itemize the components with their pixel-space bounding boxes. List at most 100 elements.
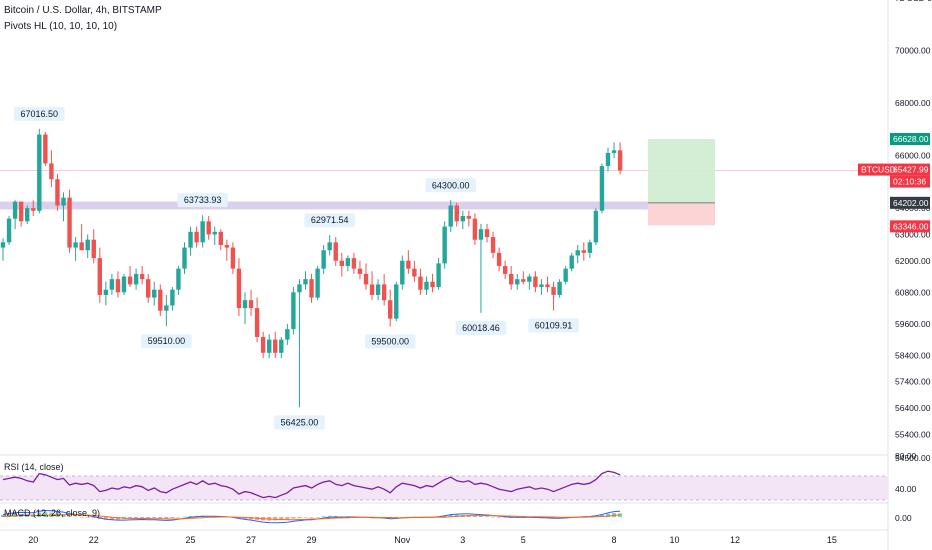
indicator-legend[interactable]: Pivots HL (10, 10, 10, 10) [4,21,118,32]
candle-body [381,284,387,301]
countdown-tag-bg [890,175,930,188]
pivot-label: 67016.50 [21,109,59,119]
macd-hist-bar [158,517,163,519]
candle-body [25,208,30,222]
x-tick-label: 3 [460,535,465,545]
y-tick-label: 62000.00 [895,256,931,266]
x-tick-label: Nov [394,535,411,545]
macd-hist-bar [497,517,502,518]
candle-body [375,284,381,295]
candle-body [490,237,496,253]
candle-body [0,242,6,248]
candle-body [509,273,514,285]
candle-body [581,250,586,253]
macd-legend[interactable]: MACD (12, 26, close, 9) [4,508,101,518]
candle-body [212,231,217,235]
candle-body [551,287,556,295]
macd-hist-bar [279,517,284,521]
pivot-label-box [14,106,65,121]
candle-body [12,201,18,219]
macd-hist-bar [448,514,453,517]
macd-hist-bar [109,517,114,520]
candle-body [617,150,623,171]
candle-body [164,305,169,311]
candle-body [406,260,411,269]
candle-body [297,284,302,293]
candle-body [303,279,308,285]
y-tick-label: 58400.00 [895,350,931,360]
candle-body [599,166,605,211]
macd-hist-bar [134,517,139,519]
target-price-tag: 66628.00 [893,134,929,144]
candle-body [345,258,351,267]
symbol-legend[interactable]: Bitcoin / U.S. Dollar, 4h, BITSTAMP [4,5,162,16]
candle-body [127,276,133,285]
candle-body [557,281,562,295]
candle-body [18,201,24,222]
macd-hist-bar [285,517,290,520]
candle-body [55,179,60,206]
macd-hist-bar [91,517,96,519]
candle-body [351,258,357,269]
macd-hist-bar [315,517,320,518]
candle-body [430,281,435,288]
macd-hist-bar [73,516,78,518]
macd-hist-bar [321,516,326,517]
macd-hist-bar [333,515,338,517]
pivot-label: 63733.93 [184,195,222,205]
candle-body [484,229,490,238]
candle-body [369,284,375,295]
macd-hist-bar [146,517,151,519]
rsi-legend[interactable]: RSI (14, close) [4,462,64,472]
candle-body [533,276,538,288]
macd-hist-bar [182,516,187,518]
candle-body [496,252,502,267]
y-tick-label: 63000.00 [895,229,931,239]
macd-hist-bar [13,513,18,517]
candle-body [563,268,568,282]
pivot-label: 59500.00 [371,337,409,347]
macd-hist-bar [188,515,193,517]
macd-hist-bar [303,517,308,518]
candle-body [37,134,42,211]
candle-body [267,339,272,353]
candle-body [139,273,145,280]
candle-body [472,218,478,240]
candle-body [454,205,459,222]
candle-body [545,284,550,288]
macd-hist-bar [606,513,610,517]
y-tick-label: 56400.00 [895,403,931,413]
candle-body [115,279,121,293]
candle-body [339,260,344,267]
candle-body [85,239,90,251]
candle-body [109,279,115,290]
macd-hist-bar [551,517,556,519]
x-tick-label: 22 [89,535,99,545]
candle-body [67,197,72,248]
pivot-label-box [141,334,192,349]
macd-hist-bar [55,513,60,517]
x-tick-label: 12 [730,535,740,545]
candle-body [502,266,508,274]
pivot-label-box [425,178,476,193]
symbol-tag-bg [858,163,890,176]
candle-body [97,258,102,295]
candle-body [200,221,205,243]
candle-body [363,273,369,285]
candle-body [515,279,520,285]
candle-body [188,231,193,248]
x-tick-label: 10 [670,535,680,545]
candle-body [31,208,36,211]
candle-body [91,239,96,259]
macd-hist-bar [176,517,181,518]
macd-hist-bar [85,517,90,518]
candle-body [49,163,54,180]
macd-hist-bar [140,517,145,519]
macd-hist-bar [297,517,302,519]
macd-hist-bar [472,515,477,517]
candle-body [448,205,453,227]
macd-hist-bar [478,515,483,517]
x-tick-label: 15 [827,535,837,545]
y-tick-label: 57400.00 [895,377,931,387]
